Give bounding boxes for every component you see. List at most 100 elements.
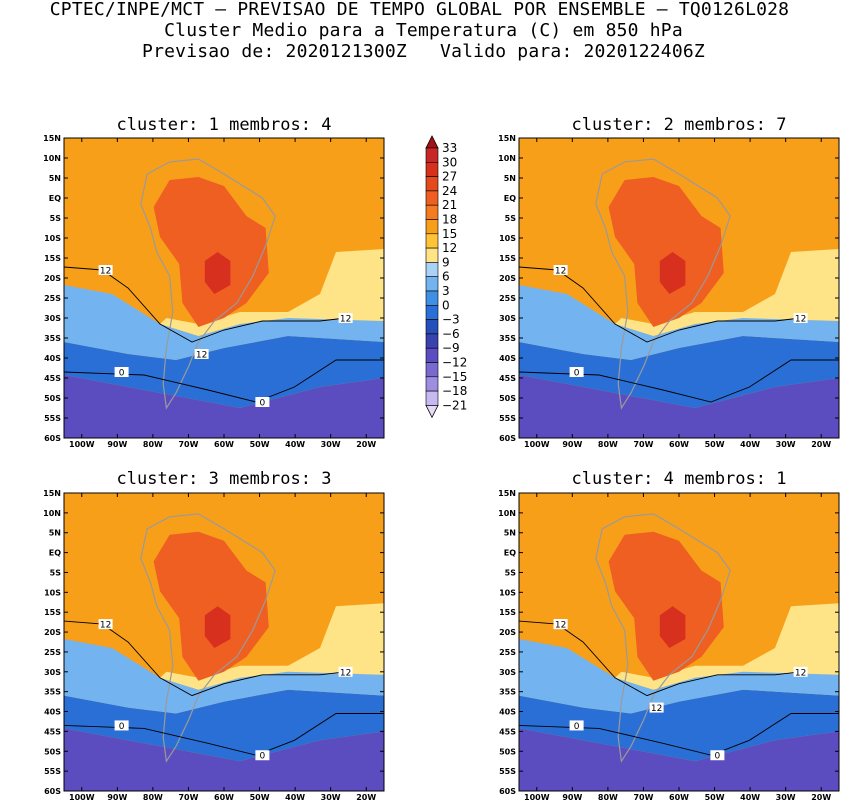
field-band-cool	[519, 639, 839, 714]
field-band-cold_deep	[64, 728, 384, 791]
colorbar-segment	[425, 304, 439, 320]
contour-label-box	[114, 720, 129, 731]
colorbar-segment	[425, 219, 439, 235]
lat-label: 40S	[44, 708, 61, 717]
lat-label: 40S	[499, 354, 516, 363]
cluster-panel-3: 12 12 0 0 15N 10N 5N EQ 5S 10S 15S 20S 25S 30S 35S 40S 4…	[43, 469, 385, 802]
lat-label: 5S	[50, 214, 62, 223]
field-hot	[608, 177, 724, 327]
isotherm-0	[518, 359, 839, 403]
lat-label: 15N	[498, 134, 516, 143]
field-band-cool	[64, 639, 384, 714]
contour-label-box	[649, 702, 664, 713]
contour-label-box	[553, 619, 568, 630]
lat-label: 30S	[44, 668, 61, 677]
field-band-cold	[519, 336, 839, 408]
lat-label: 60S	[44, 434, 61, 443]
colorbar-label: −3	[442, 313, 460, 327]
colorbar-segment	[425, 262, 439, 277]
lon-label: 50W	[250, 440, 270, 449]
colorbar-label: 18	[442, 213, 457, 227]
lon-label: 90W	[107, 440, 127, 449]
contour-label: 0	[260, 752, 266, 762]
contour-label: 12	[555, 621, 566, 631]
lat-label: 10S	[44, 234, 61, 243]
contour-label: 0	[574, 722, 580, 732]
colorbar-label: −9	[442, 341, 460, 355]
lat-label: 55S	[44, 767, 61, 776]
header-line-2: Cluster Medio para a Temperatura (C) em …	[164, 20, 683, 41]
lat-label: 5S	[505, 568, 517, 577]
lon-label: 20W	[356, 793, 376, 802]
colorbar-segment	[425, 147, 439, 163]
contour-label-box	[114, 367, 129, 377]
field-hot	[153, 531, 269, 681]
contour-label: 12	[555, 267, 566, 277]
lat-label: 25S	[499, 294, 516, 303]
field-hotter	[659, 606, 686, 648]
panel-title: cluster: 1 membros: 4	[117, 115, 332, 135]
lat-label: 5N	[504, 529, 516, 538]
colorbar-segment	[425, 347, 439, 363]
coastline	[140, 158, 276, 410]
contour-label-box	[255, 750, 270, 761]
colorbar-label: 3	[442, 284, 450, 298]
lon-label: 80W	[598, 793, 618, 802]
lat-label: 5S	[505, 214, 517, 223]
colorbar-segment	[425, 290, 439, 306]
isotherm-12	[63, 620, 346, 697]
colorbar-label: −18	[442, 384, 467, 398]
lat-label: 60S	[44, 787, 61, 796]
colorbar-segment	[425, 190, 439, 206]
lon-label: 100W	[524, 793, 550, 802]
lat-label: 55S	[44, 414, 61, 423]
contour-label-box	[98, 619, 113, 630]
cluster-panel-1: 12 12 12 0 0 15N 10N 5N EQ 5S 10S 15S 20S 25S 30S 35S 40…	[43, 115, 385, 449]
lat-label: 15N	[43, 489, 61, 498]
field-band-cool	[64, 285, 384, 360]
contour-label: 0	[119, 369, 125, 379]
contour-label-box	[553, 265, 568, 275]
colorbar-segment	[425, 176, 439, 192]
lon-label: 100W	[69, 440, 95, 449]
colorbar-segment	[425, 276, 439, 292]
lat-label: 15S	[44, 608, 61, 617]
lat-label: 20S	[44, 628, 61, 637]
colorbar-label: 21	[442, 198, 457, 212]
field-band-cold_deep	[64, 375, 384, 438]
lat-label: 10N	[498, 509, 516, 518]
lat-label: 10N	[498, 154, 516, 163]
lon-label: 80W	[143, 793, 163, 802]
lon-label: 40W	[740, 793, 760, 802]
colorbar-arrow-top	[425, 135, 439, 149]
colorbar-label: 15	[442, 227, 457, 241]
colorbar-label: 33	[442, 141, 457, 155]
lat-label: 15S	[499, 608, 516, 617]
colorbar-segment	[425, 233, 439, 249]
contour-label-box	[338, 666, 353, 677]
field-band-cold	[64, 689, 384, 762]
contour-label-box	[98, 265, 113, 275]
lat-label: 20S	[499, 274, 516, 283]
lon-label: 70W	[178, 793, 198, 802]
lon-label: 40W	[285, 440, 305, 449]
lat-label: 30S	[499, 668, 516, 677]
lon-label: 20W	[811, 440, 831, 449]
lon-label: 60W	[214, 440, 234, 449]
isotherm-12	[518, 266, 801, 343]
field-band-cold	[64, 336, 384, 408]
lon-label: 60W	[669, 793, 689, 802]
header-line-1: CPTEC/INPE/MCT – PREVISAO DE TEMPO GLOBA…	[49, 0, 790, 20]
colorbar-label: 12	[442, 241, 457, 255]
colorbar-label: 30	[442, 155, 457, 169]
lat-label: 45S	[499, 374, 516, 383]
lon-label: 50W	[705, 793, 725, 802]
contour-label: 12	[100, 621, 111, 631]
colorbar-label: 6	[442, 270, 450, 284]
contour-label: 12	[196, 351, 207, 361]
lat-label: 20S	[44, 274, 61, 283]
lon-label: 70W	[633, 440, 653, 449]
lon-label: 20W	[356, 440, 376, 449]
field-band-cold	[519, 689, 839, 762]
